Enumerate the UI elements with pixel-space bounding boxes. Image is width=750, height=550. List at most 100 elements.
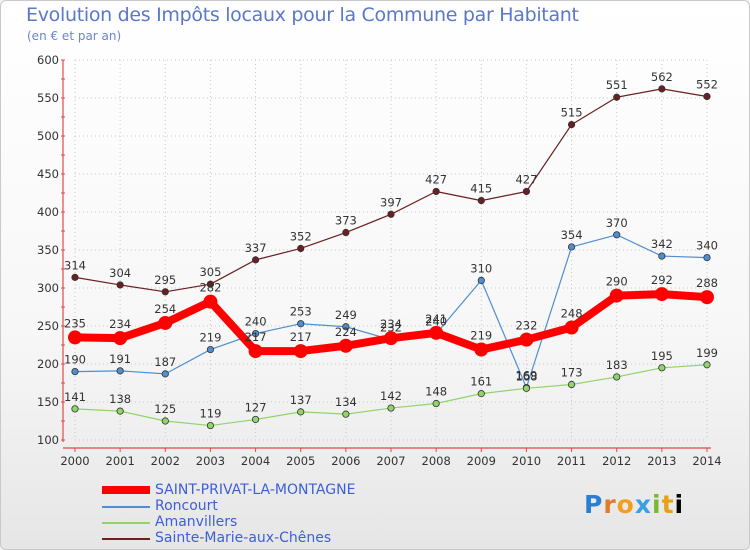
x-tick-label: 2007 bbox=[376, 454, 405, 468]
data-point bbox=[116, 281, 124, 289]
data-label: 219 bbox=[199, 331, 221, 345]
data-label: 148 bbox=[425, 385, 447, 399]
data-point bbox=[116, 367, 124, 375]
data-label: 314 bbox=[64, 258, 86, 272]
chart-title: Evolution des Impôts locaux pour la Comm… bbox=[26, 4, 579, 26]
x-tick-label: 2001 bbox=[106, 454, 135, 468]
x-tick-label: 2006 bbox=[331, 454, 360, 468]
data-point bbox=[338, 338, 353, 353]
data-label: 337 bbox=[245, 241, 267, 255]
proxiti-logo: Proxiti bbox=[584, 490, 685, 519]
data-point bbox=[567, 243, 576, 251]
data-label: 310 bbox=[470, 261, 492, 275]
y-tick-label: 400 bbox=[37, 205, 59, 219]
data-label: 515 bbox=[561, 106, 583, 120]
data-label: 427 bbox=[515, 172, 537, 186]
data-label: 141 bbox=[64, 390, 86, 404]
data-point bbox=[113, 331, 128, 346]
data-label: 288 bbox=[696, 276, 718, 290]
y-tick-label: 600 bbox=[37, 53, 59, 67]
data-label: 415 bbox=[470, 182, 492, 196]
data-point bbox=[161, 417, 169, 425]
data-label: 161 bbox=[470, 375, 492, 389]
data-point bbox=[432, 399, 440, 408]
data-point bbox=[429, 325, 444, 340]
x-tick-label: 2011 bbox=[557, 454, 586, 468]
x-tick-label: 2009 bbox=[467, 454, 496, 468]
data-point bbox=[703, 92, 711, 101]
data-label: 119 bbox=[199, 407, 221, 421]
data-point bbox=[251, 256, 260, 264]
data-label: 138 bbox=[109, 392, 131, 406]
data-label: 199 bbox=[696, 346, 718, 360]
data-point bbox=[297, 320, 305, 328]
data-point bbox=[700, 290, 714, 305]
data-point bbox=[293, 344, 308, 359]
x-tick-label: 2012 bbox=[602, 454, 631, 468]
data-point bbox=[206, 280, 215, 288]
legend-label: Amanvillers bbox=[155, 514, 238, 530]
data-point bbox=[71, 273, 79, 281]
data-point bbox=[71, 367, 79, 376]
data-point bbox=[477, 197, 485, 205]
data-label: 290 bbox=[606, 275, 628, 289]
data-label: 234 bbox=[380, 317, 402, 331]
data-label: 217 bbox=[245, 330, 267, 344]
data-point bbox=[519, 332, 534, 347]
x-tick-label: 2002 bbox=[151, 454, 180, 468]
y-tick-label: 350 bbox=[37, 243, 59, 257]
y-tick-label: 300 bbox=[37, 281, 59, 295]
data-point bbox=[206, 421, 215, 430]
x-tick-label: 2010 bbox=[512, 454, 541, 468]
data-point bbox=[158, 315, 173, 330]
data-point bbox=[116, 407, 124, 415]
data-label: 340 bbox=[696, 239, 718, 253]
x-tick-label: 2004 bbox=[241, 454, 270, 468]
data-point bbox=[658, 252, 666, 260]
data-point bbox=[703, 254, 711, 262]
data-point bbox=[387, 210, 395, 218]
data-label: 134 bbox=[335, 395, 357, 409]
data-point bbox=[248, 344, 263, 359]
data-point bbox=[658, 85, 666, 93]
x-tick-label: 2013 bbox=[647, 454, 676, 468]
data-label: 232 bbox=[380, 321, 402, 335]
data-point bbox=[658, 364, 666, 372]
data-label: 232 bbox=[515, 319, 537, 333]
data-point bbox=[342, 410, 350, 418]
data-label: 168 bbox=[515, 369, 537, 383]
data-label: 142 bbox=[380, 389, 402, 403]
legend-swatch bbox=[102, 486, 150, 494]
data-label: 241 bbox=[425, 312, 447, 326]
data-label: 190 bbox=[64, 353, 86, 367]
line-chart: 100 150 200 250 300 350 400 450 500 550 600 2000 200… bbox=[37, 53, 722, 468]
legend-swatch bbox=[102, 506, 150, 508]
legend-label: Sainte-Marie-aux-Chênes bbox=[155, 530, 332, 546]
data-label: 254 bbox=[154, 302, 176, 316]
data-point bbox=[251, 415, 260, 424]
legend-label: Roncourt bbox=[155, 498, 218, 514]
data-point bbox=[654, 287, 669, 302]
data-point bbox=[474, 342, 489, 357]
data-label: 217 bbox=[290, 330, 312, 344]
data-point bbox=[567, 380, 576, 389]
data-point bbox=[477, 276, 485, 284]
data-label: 234 bbox=[109, 317, 131, 331]
data-point bbox=[384, 331, 398, 346]
data-label: 397 bbox=[380, 195, 402, 209]
data-label: 305 bbox=[199, 265, 221, 279]
y-tick-label: 550 bbox=[37, 91, 59, 105]
data-point bbox=[432, 187, 440, 196]
series-line bbox=[74, 88, 708, 293]
data-point bbox=[564, 320, 579, 335]
data-label: 125 bbox=[154, 402, 176, 416]
legend-label: SAINT-PRIVAT-LA-MONTAGNE bbox=[155, 482, 356, 498]
data-point bbox=[522, 384, 531, 392]
data-label: 240 bbox=[425, 315, 447, 329]
data-point bbox=[251, 329, 260, 338]
chart-subtitle: (en € et par an) bbox=[27, 29, 122, 43]
data-point bbox=[477, 390, 485, 398]
data-point bbox=[613, 231, 621, 239]
data-label: 552 bbox=[696, 77, 718, 91]
data-point bbox=[613, 373, 621, 381]
